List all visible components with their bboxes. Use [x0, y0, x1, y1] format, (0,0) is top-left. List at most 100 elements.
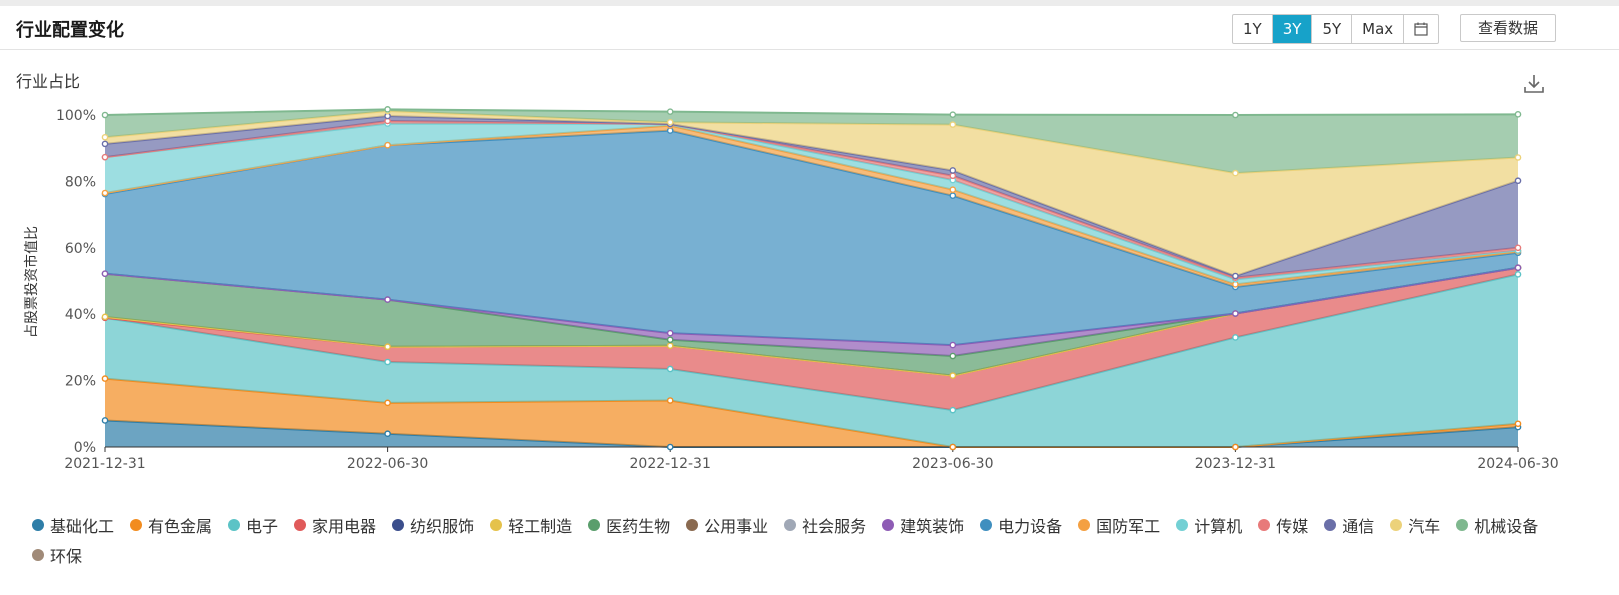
legend-dot-icon [1258, 519, 1271, 531]
legend-item[interactable]: 汽车 [1390, 514, 1440, 536]
series-2-point[interactable] [949, 406, 957, 414]
series-16-point[interactable] [1514, 111, 1522, 118]
series-16-point[interactable] [666, 108, 674, 115]
series-11-point[interactable] [101, 189, 109, 197]
series-9-point[interactable] [1514, 264, 1522, 272]
legend-label: 公用事业 [704, 517, 769, 536]
series-15-point[interactable] [666, 119, 674, 126]
series-0-point[interactable] [666, 443, 674, 451]
series-15-point[interactable] [949, 121, 957, 128]
series-1-point[interactable] [384, 399, 391, 407]
series-1-point[interactable] [101, 375, 109, 382]
calendar-icon [1414, 22, 1428, 36]
legend-item[interactable]: 通信 [1324, 514, 1374, 536]
series-14-point[interactable] [949, 167, 957, 174]
series-15-point[interactable] [101, 133, 109, 141]
legend-dot-icon [294, 519, 307, 531]
series-2-point[interactable] [1514, 271, 1522, 278]
legend-item[interactable]: 机械设备 [1456, 514, 1538, 536]
view-data-button[interactable]: 查看数据 [1460, 14, 1556, 42]
range-3y-button[interactable]: 3Y [1272, 15, 1313, 43]
series-13-point[interactable] [949, 172, 957, 180]
series-5-point[interactable] [384, 343, 391, 351]
y-tick-label: 20% [65, 374, 96, 390]
legend-item[interactable]: 轻工制造 [490, 514, 572, 536]
legend-item[interactable]: 公用事业 [686, 514, 768, 536]
calendar-button[interactable] [1404, 15, 1438, 43]
legend-item[interactable]: 电力设备 [980, 514, 1062, 536]
legend-label: 社会服务 [802, 517, 867, 536]
series-14-point[interactable] [101, 140, 109, 148]
series-14-point[interactable] [1232, 272, 1239, 280]
series-16-point[interactable] [384, 106, 391, 113]
series-9-point[interactable] [384, 296, 391, 303]
series-10-point[interactable] [949, 192, 957, 199]
legend-label: 计算机 [1194, 517, 1243, 536]
series-6-point[interactable] [949, 352, 957, 360]
series-3-area [105, 267, 1518, 411]
series-11-point[interactable] [949, 186, 957, 193]
legend-item[interactable]: 医药生物 [588, 514, 670, 536]
series-1-point[interactable] [666, 397, 674, 404]
series-2-point[interactable] [1232, 334, 1239, 341]
series-2-point[interactable] [384, 358, 391, 366]
series-13-point[interactable] [101, 153, 109, 161]
series-0-point[interactable] [384, 430, 391, 438]
series-5-point[interactable] [949, 372, 957, 379]
legend-dot-icon [32, 549, 44, 561]
legend-item[interactable]: 基础化工 [32, 514, 114, 536]
range-max-button[interactable]: Max [1352, 15, 1405, 43]
series-13-point[interactable] [1514, 244, 1522, 252]
x-tick-label: 2024-06-30 [1477, 456, 1558, 472]
series-15-point[interactable] [1232, 169, 1239, 177]
x-tick-label: 2022-12-31 [630, 456, 711, 472]
download-icon[interactable] [1522, 72, 1546, 96]
series-14-point[interactable] [1514, 177, 1522, 185]
legend-item[interactable]: 社会服务 [784, 514, 866, 536]
series-1-point[interactable] [949, 443, 957, 451]
series-16-point[interactable] [101, 111, 109, 119]
legend-item[interactable]: 电子 [228, 514, 278, 536]
legend-label: 电子 [246, 517, 279, 536]
legend-item[interactable]: 纺织服饰 [392, 514, 474, 536]
legend-item[interactable]: 计算机 [1176, 514, 1242, 536]
series-0-point[interactable] [101, 417, 109, 424]
header-divider [0, 49, 1619, 50]
legend-label: 基础化工 [50, 517, 115, 536]
top-strip [0, 0, 1619, 6]
legend-item[interactable]: 国防军工 [1078, 514, 1160, 536]
series-16-point[interactable] [949, 111, 957, 118]
series-15-point[interactable] [1514, 154, 1522, 161]
legend-label: 机械设备 [1474, 517, 1539, 536]
series-16-point[interactable] [1232, 111, 1239, 119]
legend-item[interactable]: 传媒 [1258, 514, 1308, 536]
series-6-point[interactable] [666, 336, 674, 344]
series-11-point[interactable] [384, 141, 391, 149]
series-2-point[interactable] [666, 365, 674, 373]
series-5-point[interactable] [101, 313, 109, 321]
series-2-area [105, 274, 1518, 447]
range-5y-button[interactable]: 5Y [1312, 15, 1353, 43]
area-layer [104, 108, 1519, 448]
series-12-area [105, 123, 1518, 285]
series-5-point[interactable] [666, 342, 674, 350]
series-1-area [105, 378, 1518, 447]
series-11-line [104, 124, 1519, 286]
y-tick-label: 100% [56, 108, 96, 124]
legend-item[interactable]: 建筑装饰 [882, 514, 964, 536]
range-1y-button[interactable]: 1Y [1233, 15, 1273, 43]
legend-item[interactable]: 环保 [32, 544, 82, 566]
series-1-point[interactable] [1514, 420, 1522, 428]
series-9-point[interactable] [949, 341, 957, 349]
series-9-point[interactable] [101, 270, 109, 277]
legend-item[interactable]: 有色金属 [130, 514, 212, 536]
page-title: 行业配置变化 [16, 20, 124, 41]
series-0-area [105, 420, 1518, 447]
legend-dot-icon [228, 519, 241, 531]
series-12-line [104, 122, 1519, 281]
legend-item[interactable]: 家用电器 [294, 514, 376, 536]
series-9-point[interactable] [666, 329, 674, 337]
series-9-point[interactable] [1232, 310, 1239, 317]
series-1-point[interactable] [1232, 443, 1239, 451]
legend-label: 家用电器 [312, 517, 377, 536]
